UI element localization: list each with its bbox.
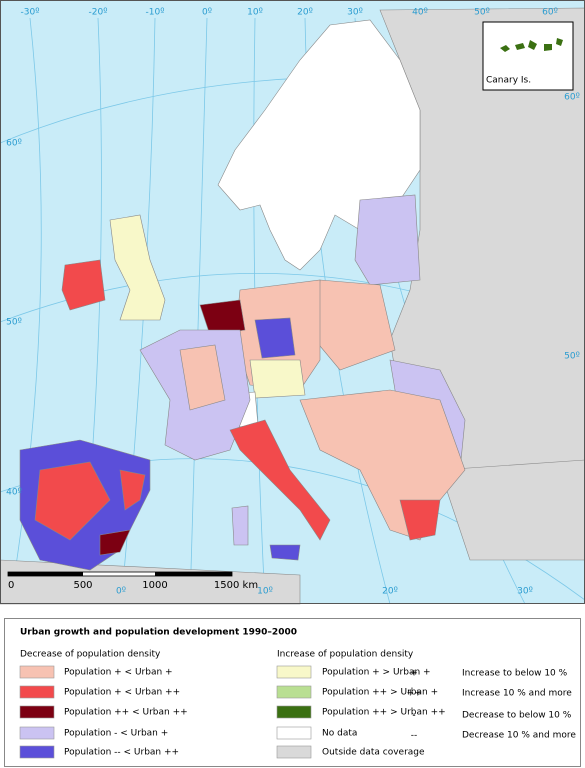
legend-swatch xyxy=(276,685,312,699)
legend-heading: Decrease of population density xyxy=(20,650,161,660)
graticule-label: -20º xyxy=(89,8,108,18)
legend-swatch xyxy=(276,745,312,759)
land xyxy=(0,7,585,605)
scale-label: 0 xyxy=(8,580,14,591)
graticule-label: 0º xyxy=(202,8,212,18)
graticule-label: 40º xyxy=(6,488,22,498)
legend-swatch xyxy=(276,726,312,740)
inset: Canary Is. xyxy=(482,21,574,91)
legend-label: Population ++ > Urban ++ xyxy=(322,708,446,718)
graticule-label: -30º xyxy=(21,8,40,18)
legend-swatch xyxy=(19,745,55,759)
graticule-label: 50º xyxy=(474,8,490,18)
legend-symbol: + xyxy=(410,669,418,679)
legend-symbol-label: Decrease to below 10 % xyxy=(462,711,572,721)
region xyxy=(34,461,111,541)
region xyxy=(269,544,301,561)
legend-swatch xyxy=(19,685,55,699)
region xyxy=(500,38,563,52)
region xyxy=(119,469,146,511)
legend-symbol-label: Increase to below 10 % xyxy=(462,669,568,679)
legend-swatch xyxy=(19,705,55,719)
graticule-label: 50º xyxy=(6,318,22,328)
region xyxy=(109,214,166,321)
legend-symbol-label: Decrease 10 % and more xyxy=(462,731,576,741)
legend-symbol-label: Increase 10 % and more xyxy=(462,689,572,699)
legend-symbol: -- xyxy=(411,731,418,741)
region xyxy=(199,299,246,336)
region xyxy=(61,259,106,311)
region xyxy=(249,359,306,399)
scale-label: 1000 xyxy=(142,580,167,591)
scale-bar xyxy=(7,571,233,577)
legend-label: Population - < Urban + xyxy=(64,729,168,739)
graticule-label: 10º xyxy=(257,587,273,597)
legend-heading: Increase of population density xyxy=(277,650,414,660)
graticule-label: 20º xyxy=(382,587,398,597)
region xyxy=(99,529,131,556)
graticule-label: 60º xyxy=(564,93,580,103)
legend-label: Population + < Urban + xyxy=(64,668,173,678)
scale-label: 1500 km xyxy=(214,580,258,591)
legend-symbol: ++ xyxy=(406,689,421,699)
graticule-label: 20º xyxy=(297,8,313,18)
region xyxy=(399,499,441,541)
legend-label: Outside data coverage xyxy=(322,748,425,758)
graticule-label: -10º xyxy=(146,8,165,18)
legend-label: Population + < Urban ++ xyxy=(64,688,180,698)
legend-swatch xyxy=(276,665,312,679)
legend-label: Population + > Urban + xyxy=(322,668,431,678)
graticule-label: 0º xyxy=(116,587,126,597)
legend-label: Population ++ < Urban ++ xyxy=(64,708,188,718)
legend-swatch xyxy=(276,705,312,719)
graticule-label: 60º xyxy=(542,8,558,18)
legend-label: Population ++ > Urban + xyxy=(322,688,438,698)
graticule-label: 30º xyxy=(347,8,363,18)
region xyxy=(229,419,331,541)
region xyxy=(231,505,249,546)
scale-label: 500 xyxy=(73,580,92,591)
legend-label: No data xyxy=(322,729,357,739)
region xyxy=(354,194,421,286)
graticule-label: 30º xyxy=(517,587,533,597)
legend-symbol: - xyxy=(412,711,415,721)
region xyxy=(179,344,226,411)
graticule-label: 40º xyxy=(412,8,428,18)
legend-title: Urban growth and population development … xyxy=(20,628,297,638)
legend-swatch xyxy=(19,665,55,679)
graticule-label: 60º xyxy=(6,139,22,149)
graticule-label: 50º xyxy=(564,352,580,362)
legend-swatch xyxy=(19,726,55,740)
region xyxy=(254,317,296,359)
inset-label: Canary Is. xyxy=(486,76,531,86)
graticule-label: 10º xyxy=(247,8,263,18)
legend-label: Population -- < Urban ++ xyxy=(64,748,179,758)
